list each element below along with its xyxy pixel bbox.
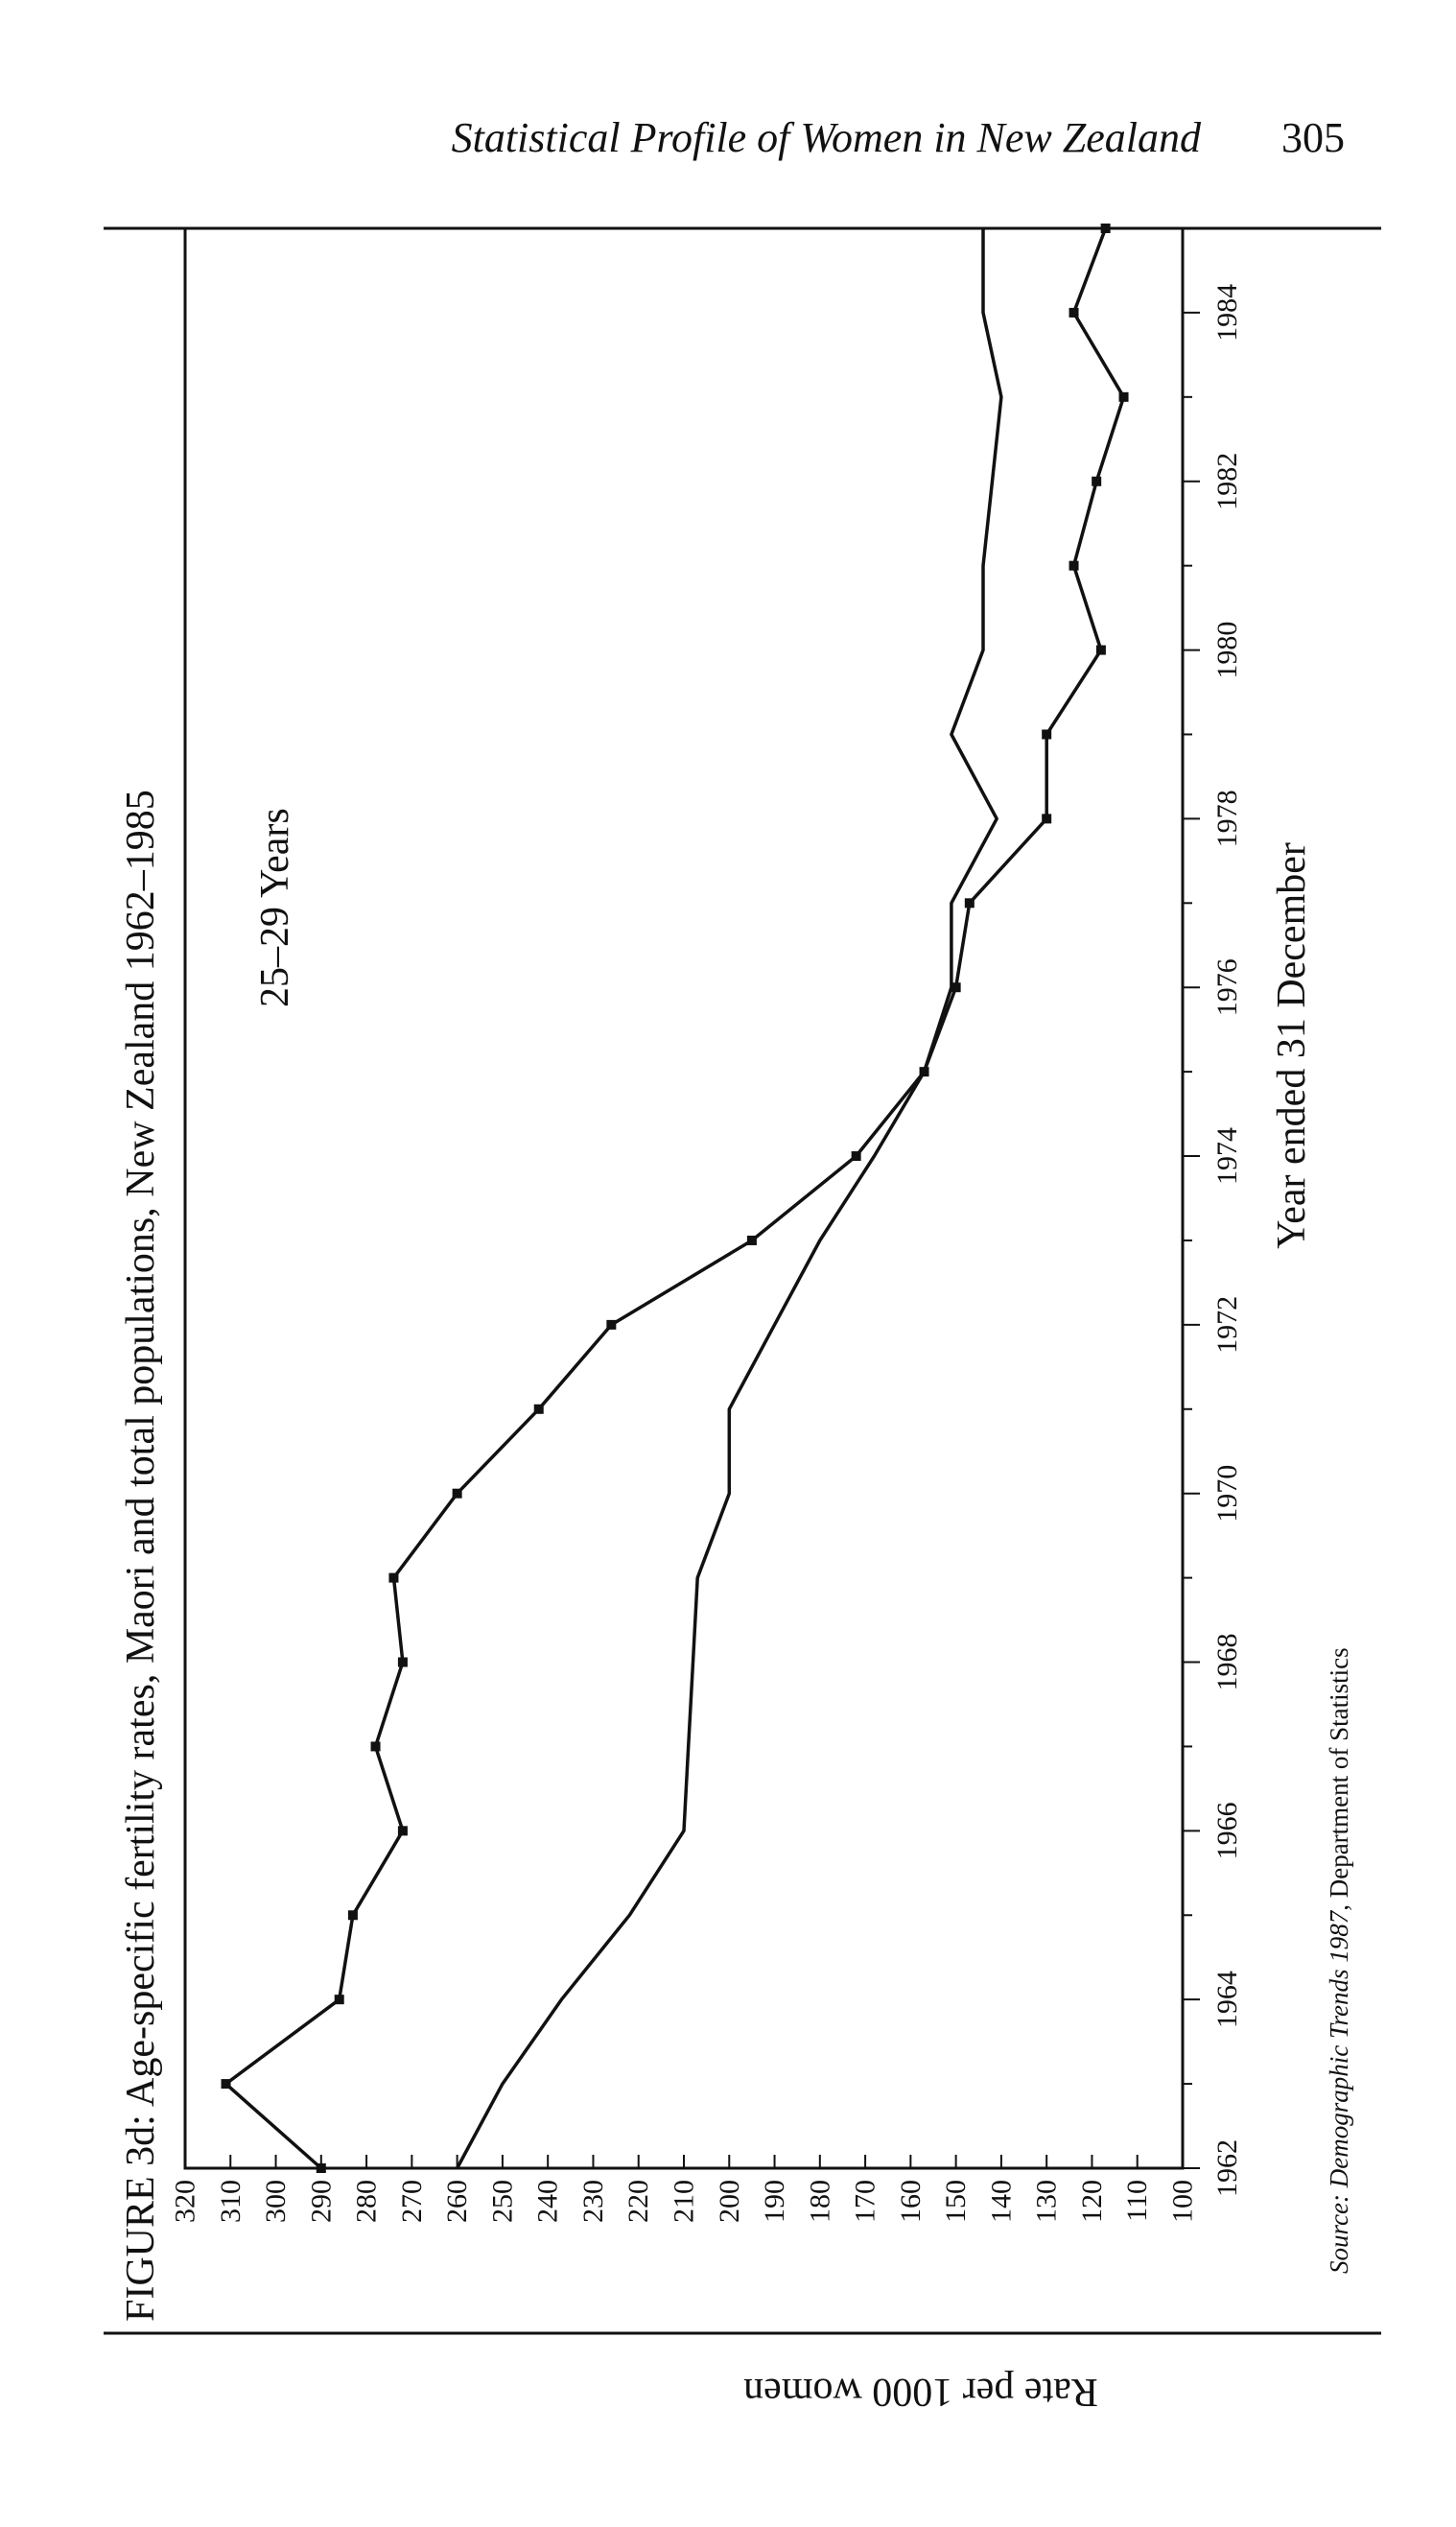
y-tick-label-280: 280 [351, 2180, 383, 2223]
y-tick-label-270: 270 [396, 2180, 428, 2223]
page-number: 305 [1281, 114, 1345, 161]
panel-label: 25–29 Years [253, 808, 297, 1007]
series-1-point-1978 [1042, 814, 1052, 824]
series-1-point-1974 [851, 1151, 861, 1162]
x-tick-label-1962: 1962 [1211, 2139, 1243, 2197]
series-1-point-1977 [964, 898, 975, 909]
y-tick-label-140: 140 [985, 2180, 1017, 2223]
source-note: Source: Demographic Trends 1987, Departm… [1325, 1647, 1353, 2274]
y-tick-label-240: 240 [532, 2180, 564, 2223]
series-layer [221, 224, 1129, 2173]
series-2-line [456, 228, 1003, 2169]
x-tick-label-1972: 1972 [1211, 1296, 1243, 1354]
x-tick-label-1980: 1980 [1211, 622, 1243, 679]
y-tick-label-320: 320 [170, 2180, 201, 2223]
y-tick-label-100: 100 [1167, 2180, 1199, 2223]
series-1-point-1980 [1095, 645, 1106, 655]
y-tick-label-110: 110 [1121, 2180, 1153, 2222]
series-1-point-1983 [1118, 391, 1129, 402]
series-1-point-1965 [347, 1910, 358, 1921]
series-1-point-1966 [397, 1826, 408, 1836]
series-1-point-1981 [1069, 560, 1079, 571]
y-tick-label-260: 260 [441, 2180, 473, 2223]
figure-caption: FIGURE 3d: Age-specific fertility rates,… [119, 790, 163, 2322]
series-1-point-1976 [951, 982, 961, 993]
plot-frame [183, 226, 1185, 2170]
running-title: Statistical Profile of Women in New Zeal… [451, 114, 1201, 161]
y-tick-label-310: 310 [215, 2180, 247, 2223]
y-tick-label-190: 190 [759, 2180, 790, 2223]
y-tick-label-130: 130 [1031, 2180, 1063, 2223]
x-axis: 1962 1964 1966 1968 1970 1972 1974 1976 1978 1980… [1183, 227, 1243, 2197]
page-header: Statistical Profile of Women in New Zeal… [0, 113, 1345, 171]
x-tick-label-1964: 1964 [1211, 1971, 1243, 2028]
y-tick-label-250: 250 [486, 2180, 518, 2223]
y-tick-label-180: 180 [804, 2180, 835, 2223]
series-1-point-1969 [388, 1572, 399, 1583]
series-1-point-1982 [1092, 476, 1102, 486]
series-1-point-1973 [746, 1235, 757, 1245]
y-tick-label-210: 210 [669, 2180, 700, 2223]
series-1-point-1962 [316, 2163, 326, 2173]
y-tick-label-230: 230 [577, 2180, 609, 2223]
series-1-line [223, 227, 1126, 2170]
source-label: Source: [1325, 2187, 1353, 2274]
x-axis-label: Year ended 31 December [1270, 842, 1314, 1249]
series-1-point-1971 [533, 1404, 544, 1414]
x-tick-label-1974: 1974 [1211, 1127, 1243, 1185]
x-tick-label-1982: 1982 [1211, 453, 1243, 510]
series-1-point-1963 [221, 2079, 231, 2090]
x-tick-label-1966: 1966 [1211, 1802, 1243, 1859]
series-1-point-1967 [370, 1741, 381, 1752]
y-tick-label-150: 150 [940, 2180, 972, 2223]
x-tick-label-1968: 1968 [1211, 1634, 1243, 1691]
series-1-point-1972 [606, 1319, 617, 1330]
y-tick-label-300: 300 [260, 2180, 292, 2223]
series-1-point-1964 [334, 1995, 344, 2005]
x-tick-label-1984: 1984 [1211, 284, 1243, 342]
y-axis: 100 110 120 130 140 150 160 170 180 190 200 210 220 2… [170, 2155, 1199, 2223]
x-tick-label-1970: 1970 [1211, 1465, 1243, 1523]
series-1-point-1984 [1069, 307, 1079, 318]
y-tick-label-120: 120 [1076, 2180, 1108, 2223]
y-tick-label-290: 290 [305, 2180, 337, 2223]
x-tick-label-1978: 1978 [1211, 790, 1243, 847]
series-1-point-1968 [397, 1657, 408, 1667]
y-tick-label-220: 220 [622, 2180, 654, 2223]
y-tick-label-160: 160 [895, 2180, 927, 2223]
source-title: Demographic Trends 1987 [1325, 1909, 1353, 2188]
series-1-point-1970 [452, 1488, 462, 1499]
y-tick-label-200: 200 [714, 2180, 745, 2223]
series-1-point-1985 [1100, 224, 1111, 233]
y-axis-label: Rate per 1000 women [743, 2370, 1098, 2414]
x-tick-label-1976: 1976 [1211, 958, 1243, 1016]
series-1-point-1979 [1042, 729, 1052, 740]
y-tick-label-170: 170 [850, 2180, 881, 2223]
source-rest: , Department of Statistics [1325, 1647, 1353, 1910]
